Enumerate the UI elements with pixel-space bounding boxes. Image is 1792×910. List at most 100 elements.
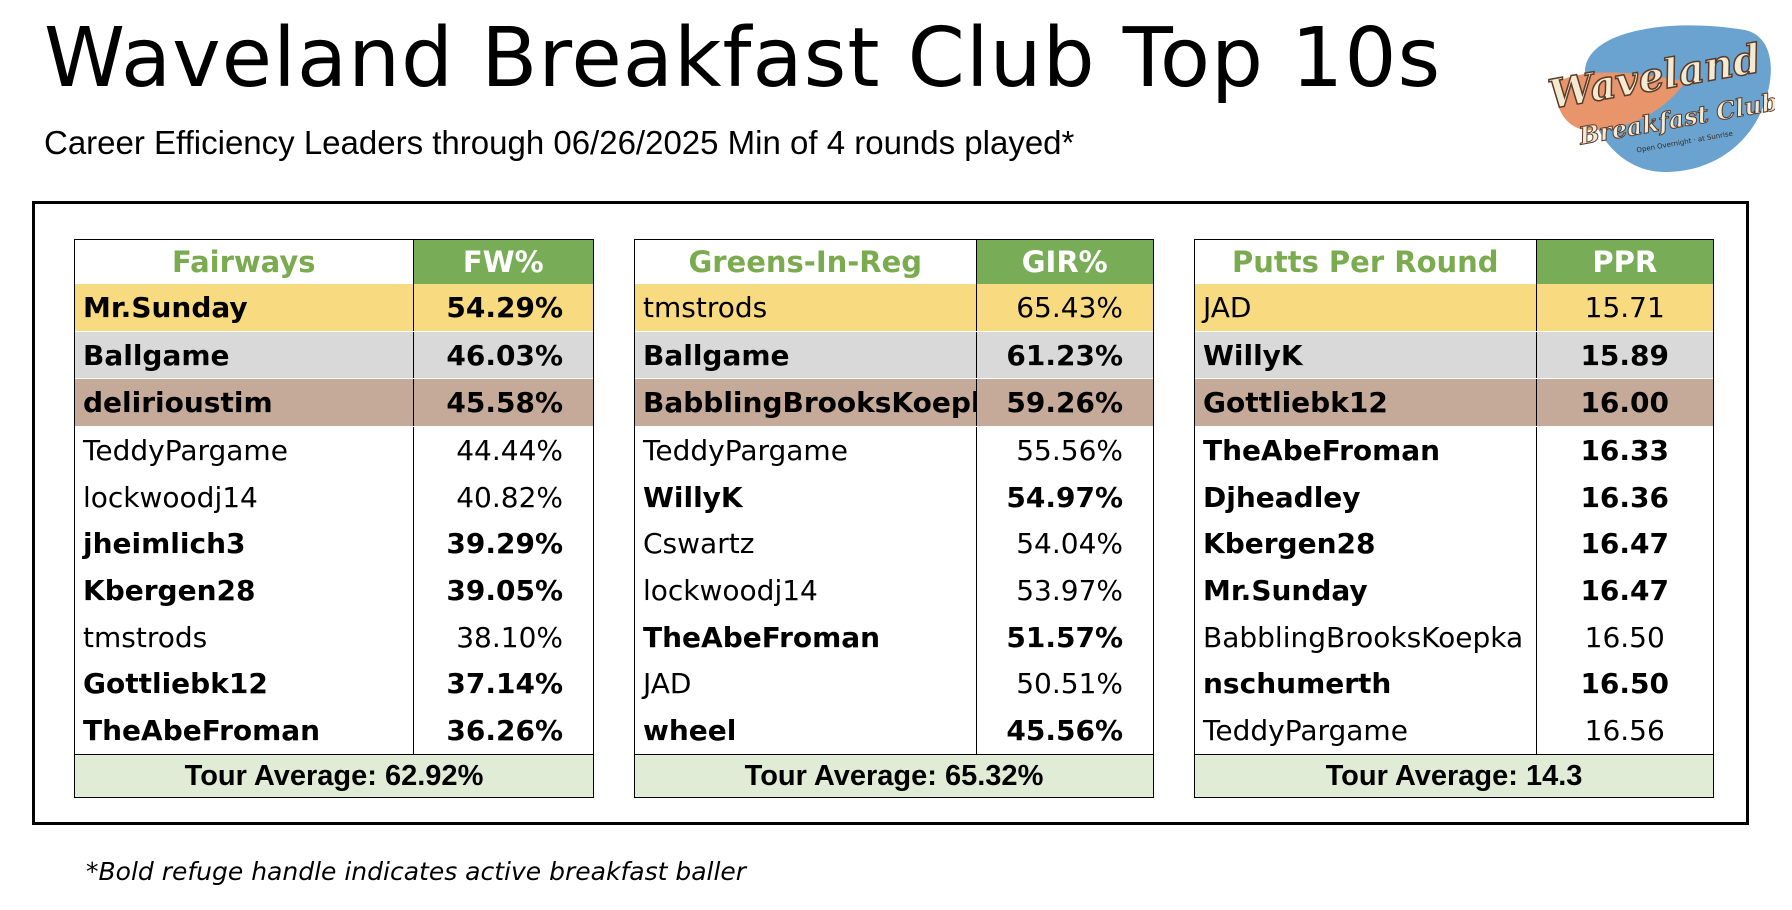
- player-handle: BabblingBrooksKoepka: [635, 378, 976, 428]
- player-handle: Gottliebk12: [1195, 378, 1536, 428]
- stat-value: 37.14%: [412, 660, 593, 708]
- player-handle: JAD: [1195, 284, 1536, 332]
- player-handle: Kbergen28: [1203, 527, 1376, 561]
- ppr-name-header: Putts Per Round: [1195, 240, 1536, 284]
- gir-value-header: GIR%: [975, 240, 1153, 284]
- gir-name-header: Greens-In-Reg: [635, 240, 976, 284]
- stat-value: 54.97%: [975, 473, 1153, 521]
- ppr-leaderboard-row: Kbergen28 16.47: [1195, 520, 1713, 568]
- page-subtitle: Career Efficiency Leaders through 06/26/…: [44, 124, 1075, 161]
- player-handle: TeddyPargame: [1203, 714, 1408, 748]
- stat-value: 16.36: [1535, 473, 1713, 521]
- player-handle: WillyK: [643, 480, 743, 514]
- gir-leaderboard-row: Cswartz 54.04%: [635, 520, 1153, 568]
- fairways-leaderboard-row: TeddyPargame 44.44%: [75, 426, 593, 474]
- stat-value: 40.82%: [412, 473, 593, 521]
- fairways-value-header: FW%: [412, 240, 593, 284]
- gir-leaderboard-row: tmstrods 65.43%: [635, 284, 1153, 332]
- player-handle: TeddyPargame: [643, 433, 848, 467]
- player-handle: JAD: [643, 667, 692, 701]
- player-handle: jheimlich3: [83, 527, 246, 561]
- player-handle: Kbergen28: [83, 573, 256, 607]
- ppr-tour-average: Tour Average: 14.3: [1195, 753, 1713, 797]
- player-handle: tmstrods: [635, 284, 976, 332]
- gir-tour-average: Tour Average: 65.32%: [635, 753, 1153, 797]
- gir-leaderboard-row: JAD 50.51%: [635, 660, 1153, 708]
- player-handle: TheAbeFroman: [83, 714, 321, 748]
- ppr-leaderboard-row: WillyK 15.89: [1195, 331, 1713, 380]
- player-handle: Gottliebk12: [83, 667, 268, 701]
- player-handle: WillyK: [1195, 331, 1536, 380]
- stat-value: 50.51%: [975, 660, 1153, 708]
- stat-value: 51.57%: [975, 613, 1153, 661]
- stat-value: 45.56%: [975, 707, 1153, 754]
- ppr-leaderboard-row: TheAbeFroman 16.33: [1195, 426, 1713, 474]
- player-handle: Djheadley: [1203, 480, 1361, 514]
- stat-value: 15.71: [1535, 284, 1713, 332]
- stat-value: 16.50: [1535, 613, 1713, 661]
- footnote: *Bold refuge handle indicates active bre…: [86, 857, 747, 886]
- gir-leaderboard-row: BabblingBrooksKoepka 59.26%: [635, 378, 1153, 428]
- stat-value: 36.26%: [412, 707, 593, 754]
- ppr-leaderboard: Putts Per Round PPR JAD 15.71 WillyK 15.89 G…: [1194, 239, 1714, 798]
- fairways-leaderboard-row: jheimlich3 39.29%: [75, 520, 593, 568]
- ppr-leaderboard-row: Djheadley 16.36: [1195, 473, 1713, 521]
- leaderboards-frame: [32, 201, 1749, 825]
- player-handle: TheAbeFroman: [643, 620, 881, 654]
- ppr-leaderboard-row: JAD 15.71: [1195, 284, 1713, 332]
- player-handle: TheAbeFroman: [1203, 433, 1441, 467]
- player-handle: wheel: [643, 714, 737, 748]
- stat-value: 16.50: [1535, 660, 1713, 708]
- stat-value: 54.29%: [412, 284, 593, 332]
- gir-leaderboard-row: WillyK 54.97%: [635, 473, 1153, 521]
- gir-leaderboard-row: Ballgame 61.23%: [635, 331, 1153, 380]
- ppr-leaderboard-row: Gottliebk12 16.00: [1195, 378, 1713, 428]
- ppr-value-header: PPR: [1535, 240, 1713, 284]
- stat-value: 45.58%: [412, 378, 593, 428]
- player-handle: tmstrods: [83, 620, 208, 654]
- stat-value: 38.10%: [412, 613, 593, 661]
- gir-leaderboard: Greens-In-Reg GIR% tmstrods 65.43% Ballgam…: [634, 239, 1154, 798]
- stat-value: 39.05%: [412, 567, 593, 614]
- player-handle: Mr.Sunday: [1203, 573, 1368, 607]
- fairways-leaderboard-row: lockwoodj14 40.82%: [75, 473, 593, 521]
- player-handle: delirioustim: [75, 378, 413, 428]
- gir-leaderboard-row: lockwoodj14 53.97%: [635, 567, 1153, 614]
- stat-value: 54.04%: [975, 520, 1153, 568]
- player-handle: lockwoodj14: [643, 573, 818, 607]
- player-handle: nschumerth: [1203, 667, 1392, 701]
- fairways-leaderboard-row: delirioustim 45.58%: [75, 378, 593, 428]
- fairways-leaderboard-row: Ballgame 46.03%: [75, 331, 593, 380]
- stat-value: 53.97%: [975, 567, 1153, 614]
- stat-value: 65.43%: [975, 284, 1153, 332]
- stat-value: 46.03%: [412, 331, 593, 380]
- stat-value: 16.00: [1535, 378, 1713, 428]
- fairways-leaderboard: Fairways FW% Mr.Sunday 54.29% Ballgame 46.0…: [74, 239, 594, 798]
- stat-value: 16.56: [1535, 707, 1713, 754]
- stat-value: 16.33: [1535, 426, 1713, 474]
- fairways-leaderboard-row: tmstrods 38.10%: [75, 613, 593, 661]
- stat-value: 16.47: [1535, 567, 1713, 614]
- player-handle: BabblingBrooksKoepka: [1203, 620, 1524, 654]
- player-handle: TeddyPargame: [83, 433, 288, 467]
- fairways-leaderboard-row: Gottliebk12 37.14%: [75, 660, 593, 708]
- stat-value: 61.23%: [975, 331, 1153, 380]
- stat-value: 55.56%: [975, 426, 1153, 474]
- player-handle: lockwoodj14: [83, 480, 258, 514]
- stat-value: 39.29%: [412, 520, 593, 568]
- player-handle: Ballgame: [635, 331, 976, 380]
- fairways-leaderboard-row: Kbergen28 39.05%: [75, 567, 593, 614]
- player-handle: Ballgame: [75, 331, 413, 380]
- player-handle: Mr.Sunday: [75, 284, 413, 332]
- stat-value: 16.47: [1535, 520, 1713, 568]
- stat-value: 15.89: [1535, 331, 1713, 380]
- gir-leaderboard-row: wheel 45.56%: [635, 707, 1153, 754]
- ppr-leaderboard-row: BabblingBrooksKoepka 16.50: [1195, 613, 1713, 661]
- stat-value: 59.26%: [975, 378, 1153, 428]
- gir-leaderboard-row: TeddyPargame 55.56%: [635, 426, 1153, 474]
- player-handle: Cswartz: [643, 527, 755, 561]
- fairways-tour-average: Tour Average: 62.92%: [75, 753, 593, 797]
- gir-leaderboard-row: TheAbeFroman 51.57%: [635, 613, 1153, 661]
- ppr-leaderboard-row: nschumerth 16.50: [1195, 660, 1713, 708]
- fairways-leaderboard-row: TheAbeFroman 36.26%: [75, 707, 593, 754]
